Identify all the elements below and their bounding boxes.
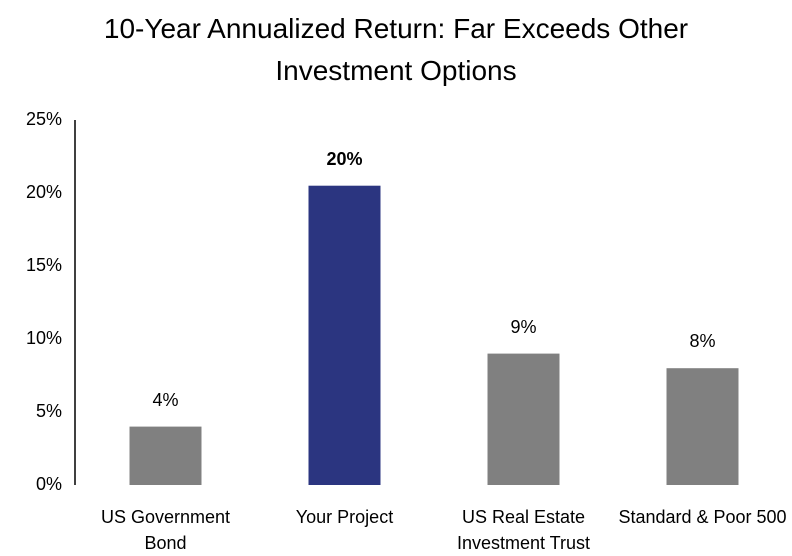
y-tick-label: 5% <box>35 401 62 421</box>
data-label: 9% <box>510 316 537 337</box>
bar <box>308 185 381 485</box>
data-label: 4% <box>152 389 179 410</box>
y-tick-label: 15% <box>25 255 62 275</box>
y-tick-label: 0% <box>35 474 62 494</box>
chart-title: 10-Year Annualized Return: Far Exceeds O… <box>103 13 689 86</box>
x-tick-label: US Real Estate Investment Trust <box>456 507 591 553</box>
x-tick-label: Your Project <box>295 507 394 527</box>
data-label: 20% <box>326 148 363 169</box>
y-tick-label: 10% <box>25 328 62 348</box>
y-tick-label: 20% <box>25 182 62 202</box>
x-tick-label: Standard & Poor 500 <box>618 507 787 527</box>
x-tick-label: US Government Bond <box>100 507 231 553</box>
bar <box>487 353 560 485</box>
bar <box>129 426 202 485</box>
y-tick-label: 25% <box>25 109 62 129</box>
data-label: 8% <box>689 331 716 352</box>
bar <box>666 368 739 485</box>
